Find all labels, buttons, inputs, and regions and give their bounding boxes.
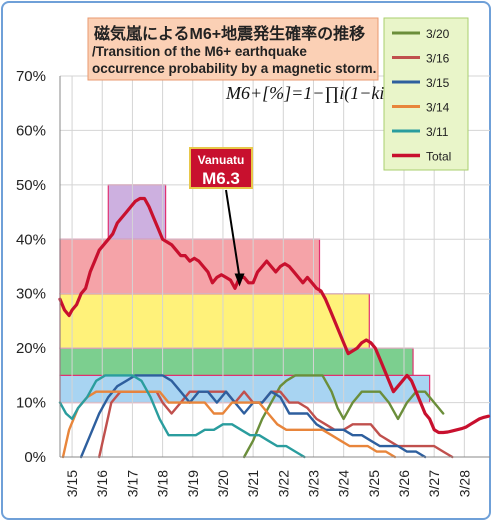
x-tick-label: 3/15 — [64, 470, 80, 497]
legend-background — [383, 17, 469, 171]
probability-band-4 — [107, 184, 167, 240]
series-line-3-14 — [61, 390, 397, 459]
y-tick-label: 60% — [16, 122, 46, 139]
y-tick-label: 70% — [16, 68, 46, 85]
series-line-3-20 — [242, 374, 445, 459]
x-tick-label: 3/23 — [305, 470, 321, 497]
y-tick-label: 40% — [16, 231, 46, 248]
x-tick-label: 3/26 — [396, 470, 412, 497]
title-background — [87, 17, 379, 81]
probability-band-3 — [59, 238, 321, 295]
legend-label: 3/14 — [426, 101, 450, 115]
legend-label: 3/11 — [426, 125, 449, 139]
probability-band-2 — [59, 293, 370, 349]
annotation-box — [189, 147, 253, 189]
legend-label: 3/16 — [426, 52, 450, 66]
annotation-magnitude: M6.3 — [202, 169, 240, 188]
legend-label: Total — [426, 150, 451, 164]
y-tick-label: 30% — [16, 286, 46, 303]
legend-label: 3/15 — [426, 76, 450, 90]
y-tick-label: 10% — [16, 395, 46, 412]
probability-band-0 — [59, 374, 431, 404]
y-tick-label: 50% — [16, 177, 46, 194]
axes — [59, 76, 490, 458]
title-box: 磁気嵐によるM6+地震発生確率の推移 /Transition of the M6… — [87, 17, 379, 81]
chart-title: 磁気嵐によるM6+地震発生確率の推移 — [94, 24, 365, 43]
annotation-place: Vanuatu — [198, 153, 245, 167]
x-tick-label: 3/24 — [336, 470, 352, 497]
x-tick-label: 3/27 — [426, 470, 442, 497]
y-tick-labels: 0% 10% 20% 30% 40% 50% 60% 70% — [16, 68, 46, 466]
x-tick-label: 3/16 — [94, 470, 110, 497]
x-tick-label: 3/21 — [245, 470, 261, 497]
annotation-arrow-head — [234, 273, 245, 287]
y-tick-label: 20% — [16, 340, 46, 357]
series-line-Total — [58, 196, 491, 435]
legend-label: 3/20 — [426, 27, 450, 41]
x-tick-label: 3/28 — [456, 470, 472, 497]
x-tick-label: 3/25 — [366, 470, 382, 497]
series-line-3-11 — [58, 374, 306, 459]
chart-subtitle: /Transition of the M6+ earthquake occurr… — [92, 44, 377, 76]
earthquake-annotation: Vanuatu M6.3 — [189, 147, 253, 287]
probability-band-1 — [59, 347, 414, 376]
x-tick-label: 3/17 — [124, 470, 140, 497]
series-lines — [58, 196, 491, 459]
x-tick-label: 3/18 — [155, 470, 171, 497]
probability-formula: M6+[%]=1−∏i(1−ki) — [225, 83, 390, 104]
x-tick-label: 3/20 — [215, 470, 231, 497]
subtitle-wrap: /Transition of the M6+ earthquake occurr… — [92, 44, 377, 76]
y-tick-label: 0% — [24, 449, 46, 466]
x-tick-label: 3/22 — [275, 470, 291, 497]
annotation-arrow — [225, 189, 241, 278]
x-tick-labels: 3/15 3/16 3/17 3/18 3/19 3/20 3/21 3/22 3/23 3/24… — [64, 470, 472, 497]
x-tick-label: 3/19 — [185, 470, 201, 497]
legend: 3/20 3/16 3/15 3/14 3/11 Total — [383, 17, 469, 171]
